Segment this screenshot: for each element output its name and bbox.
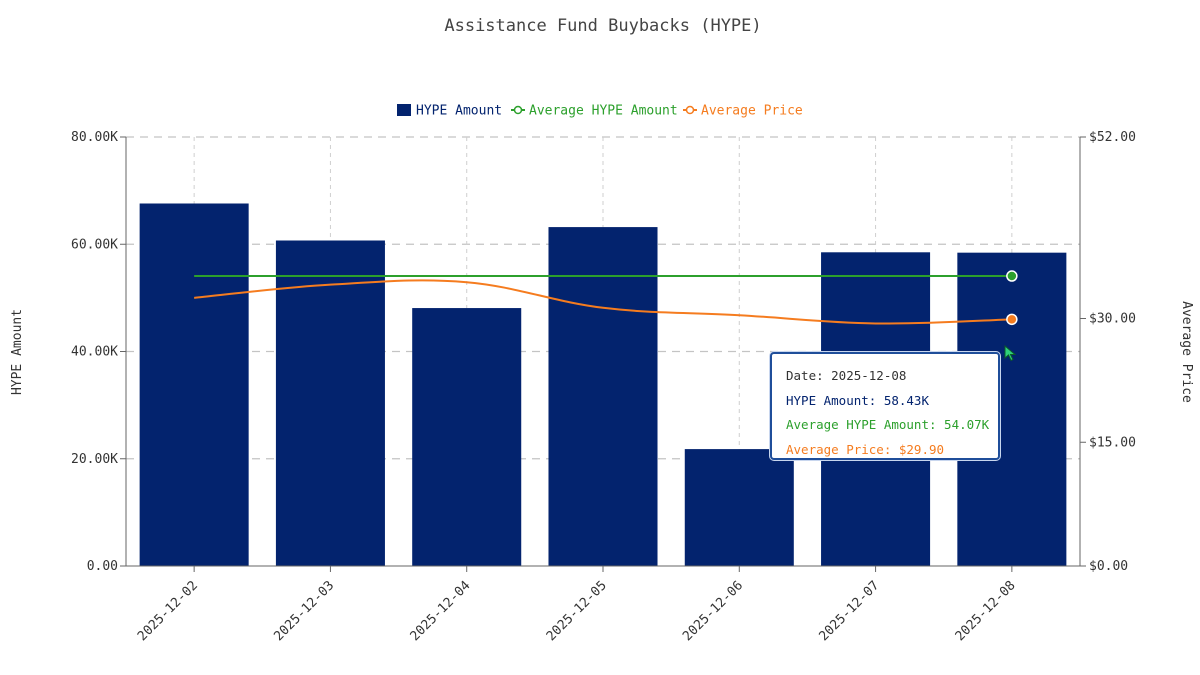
point-average-price	[1006, 313, 1018, 326]
x-tick-label: 2025-12-07	[816, 578, 882, 644]
x-tick-label: 2025-12-08	[953, 578, 1019, 644]
legend-label-average-hype-amount: Average HYPE Amount	[529, 104, 678, 119]
line-average-price	[194, 279, 1012, 325]
y-left-tick-label: 60.00K	[71, 237, 118, 252]
legend-marker-average-price	[685, 105, 695, 115]
bar-hype-amount	[684, 449, 794, 566]
bar-hype-amount	[412, 308, 522, 566]
tooltip-average-hype-amount: Average HYPE Amount: 54.07K	[786, 417, 990, 432]
y-right-tick-label: $52.00	[1089, 130, 1136, 145]
x-tick-label: 2025-12-03	[271, 578, 337, 644]
bars	[139, 203, 1067, 566]
bar-hype-amount	[548, 227, 658, 566]
legend-swatch-hype-amount	[397, 104, 411, 116]
y-left-tick-label: 80.00K	[71, 130, 118, 145]
y-left-tick-label: 0.00	[87, 559, 118, 574]
point-average-hype-amount	[1006, 270, 1018, 282]
legend-label-hype-amount: HYPE Amount	[416, 104, 502, 119]
bar-hype-amount	[275, 240, 385, 566]
y-right-tick-label: $0.00	[1089, 559, 1128, 574]
legend-marker-average-hype-amount	[513, 105, 523, 115]
x-tick-label: 2025-12-04	[408, 578, 474, 644]
series-lines	[194, 270, 1018, 326]
mouse-cursor-icon	[1004, 345, 1017, 362]
data-tooltip: Date: 2025-12-08 HYPE Amount: 58.43K Ave…	[770, 352, 1000, 460]
y-left-tick-label: 20.00K	[71, 452, 118, 467]
chart-title: Assistance Fund Buybacks (HYPE)	[444, 16, 761, 36]
x-tick-label: 2025-12-06	[680, 578, 746, 644]
y-right-tick-label: $15.00	[1089, 435, 1136, 450]
legend-label-average-price: Average Price	[701, 104, 803, 119]
bar-hype-amount	[139, 203, 249, 566]
y-right-axis-title: Average Price	[1179, 301, 1194, 403]
tooltip-date: Date: 2025-12-08	[786, 368, 907, 383]
y-left-tick-label: 40.00K	[71, 345, 118, 360]
y-right-tick-label: $30.00	[1089, 312, 1136, 327]
x-tick-label: 2025-12-02	[135, 578, 201, 644]
legend: HYPE Amount Average HYPE Amount Average Pr…	[397, 104, 803, 119]
y-left-axis-title: HYPE Amount	[10, 309, 25, 395]
tooltip-average-price: Average Price: $29.90	[786, 441, 945, 457]
tooltip-hype-amount: HYPE Amount: 58.43K	[786, 392, 929, 408]
x-tick-label: 2025-12-05	[544, 578, 610, 644]
